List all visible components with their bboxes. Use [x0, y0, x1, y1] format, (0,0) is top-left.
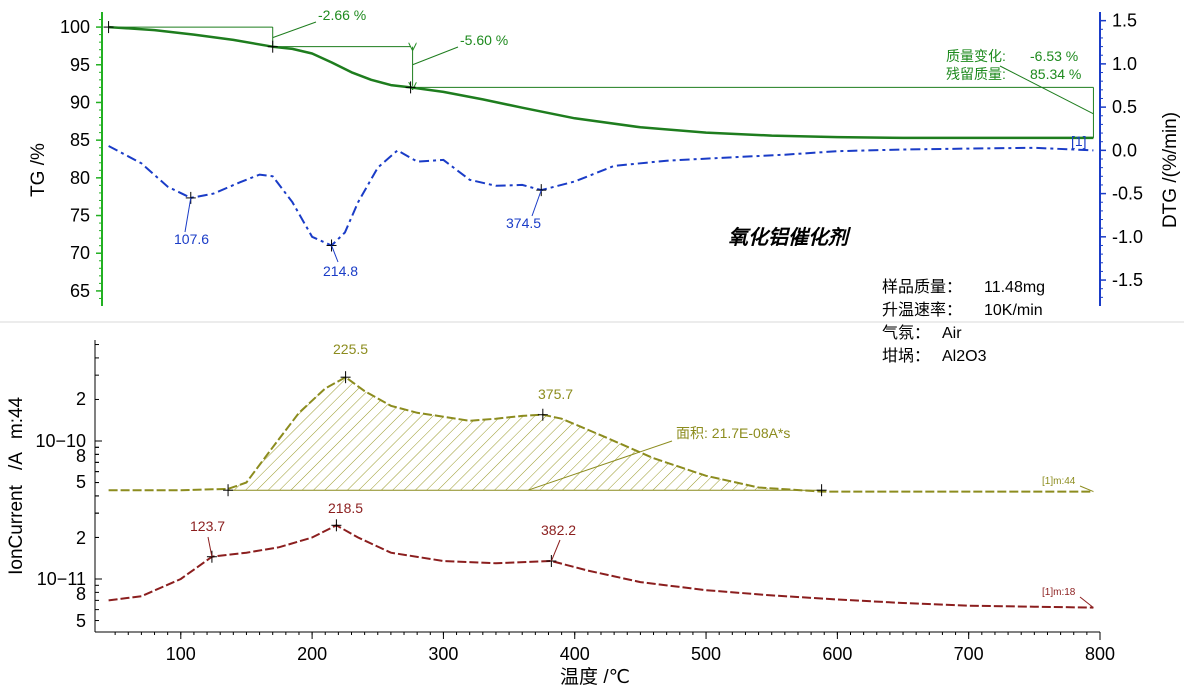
- dtg-peak-label-1: 107.6: [174, 231, 209, 247]
- dtg-peak-label-3: 374.5: [506, 215, 541, 231]
- residual-mass-label: 残留质量:: [946, 66, 1006, 82]
- mass-change-leader: [999, 65, 1094, 115]
- ion-axis-label-name: IonCurrent: [6, 484, 27, 574]
- tg-tick-label: 95: [70, 55, 90, 75]
- dtg-tick-label: 0.0: [1112, 140, 1137, 160]
- ion-tick-2-upper: 2: [76, 389, 86, 409]
- tg-tick-label: 65: [70, 281, 90, 301]
- ion-tick-2-lower: 2: [76, 528, 86, 548]
- m18-peak-marker: [331, 519, 342, 532]
- tg-step1-label: -2.66 %: [318, 7, 366, 23]
- x-tick-label: 500: [691, 644, 721, 664]
- m18-peak-leader: [207, 536, 213, 557]
- dtg-tick-label: -1.5: [1112, 270, 1143, 290]
- x-tick-label: 400: [560, 644, 590, 664]
- chart-title: 氧化铝催化剂: [728, 226, 851, 249]
- m44-area-label: 面积: 21.7E-08A*s: [676, 425, 790, 441]
- tg-tick-label: 100: [60, 17, 90, 37]
- m18-peak-leader: [550, 539, 561, 562]
- dtg-peak-label-2: 214.8: [323, 263, 358, 279]
- x-axis-label: 温度 /℃: [560, 666, 630, 688]
- m44-peak-marker: [340, 371, 351, 384]
- x-tick-label: 200: [297, 644, 327, 664]
- dtg-tick-label: 1.5: [1112, 11, 1137, 31]
- ion-tick-5-upper: 5: [76, 472, 86, 492]
- ion-tick-decade-upper: 10−10: [35, 431, 86, 451]
- residual-mass-value: 85.34 %: [1030, 66, 1081, 82]
- ion-tick-decade-lower: 10−11: [37, 569, 86, 589]
- m18-end-leader: [1079, 596, 1094, 609]
- tg-tick-label: 75: [70, 206, 90, 226]
- info-heating-rate-label: 升温速率：: [882, 301, 962, 319]
- dtg-peak-leader: [184, 197, 192, 233]
- m44-area-fill: [228, 377, 822, 492]
- x-tick-label: 100: [166, 644, 196, 664]
- dtg-curve: [108, 145, 1094, 247]
- ion-tick-8-lower: 8: [76, 584, 86, 604]
- dtg-tick-label: -0.5: [1112, 184, 1143, 204]
- curve-tag: [1]: [1071, 133, 1087, 149]
- info-atmosphere-label: 气氛：: [882, 324, 930, 342]
- ion-tick-5-lower: 5: [76, 611, 86, 631]
- ion-axis-label-top: m:44: [6, 396, 27, 439]
- tg-tick-label: 80: [70, 168, 90, 188]
- x-tick-label: 700: [954, 644, 984, 664]
- info-crucible-value: Al2O3: [942, 348, 987, 365]
- tg-tick-label: 90: [70, 92, 90, 112]
- m44-peak-label-2: 375.7: [538, 386, 573, 402]
- m44-peak-marker: [537, 408, 548, 421]
- tg-marker-1: [267, 40, 278, 53]
- info-crucible-label: 坩埚：: [882, 347, 930, 365]
- m44-end-leader: [1079, 485, 1094, 493]
- ion-axis-label-unit: /A: [6, 452, 27, 470]
- m44-end-tag: [1]m:44: [1042, 476, 1076, 487]
- info-block: 样品质量： 11.48mg 升温速率： 10K/min 气氛： Air 坩埚： …: [882, 278, 1045, 365]
- dtg-tick-label: -1.0: [1112, 227, 1143, 247]
- info-sample-mass-label: 样品质量：: [882, 278, 962, 296]
- m18-curve: [108, 524, 1094, 609]
- x-tick-label: 300: [428, 644, 458, 664]
- mass-change-label: 质量变化:: [946, 48, 1006, 64]
- tg-marker-start: [103, 21, 114, 34]
- m44-area-start-marker: [223, 484, 234, 497]
- dtg-peak-leader: [331, 245, 339, 263]
- dtg-peak-leader: [531, 189, 542, 217]
- tg-tick-label: 70: [70, 243, 90, 263]
- info-heating-rate-value: 10K/min: [984, 302, 1043, 319]
- dtg-tick-label: 1.0: [1112, 54, 1137, 74]
- info-sample-mass-value: 11.48mg: [984, 279, 1045, 296]
- x-tick-label: 800: [1085, 644, 1115, 664]
- m18-peak-label-2: 218.5: [328, 500, 363, 516]
- dtg-tick-label: 0.5: [1112, 97, 1137, 117]
- tg-curve: [108, 25, 1094, 140]
- m44-curve: [108, 376, 1094, 493]
- x-tick-label: 600: [822, 644, 852, 664]
- m44-area-leader: [527, 440, 673, 491]
- m18-peak-label-3: 382.2: [541, 522, 576, 538]
- dtg-axis-label: DTG /(%/min): [1160, 112, 1181, 228]
- ion-tick-8-upper: 8: [76, 446, 86, 466]
- tg-step1-leader: [272, 21, 317, 39]
- tg-marker-2: [405, 81, 416, 94]
- m18-end-tag: [1]m:18: [1042, 587, 1076, 598]
- info-atmosphere-value: Air: [942, 325, 962, 342]
- tg-step2-label: -5.60 %: [460, 32, 508, 48]
- m18-peak-label-1: 123.7: [190, 518, 225, 534]
- tg-axis-label: TG /%: [28, 143, 49, 197]
- tg-tick-label: 85: [70, 130, 90, 150]
- tg-step2-leader: [412, 46, 459, 66]
- m44-peak-label-1: 225.5: [333, 341, 368, 357]
- mass-change-value: -6.53 %: [1030, 48, 1078, 64]
- m44-area-end-marker: [816, 484, 827, 497]
